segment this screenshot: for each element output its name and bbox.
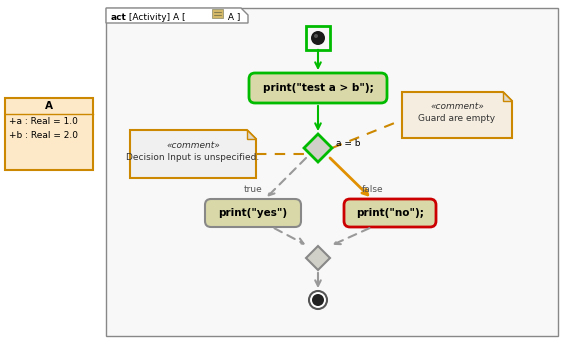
Text: «comment»: «comment»	[430, 102, 484, 111]
Text: print("test a > b");: print("test a > b");	[263, 83, 373, 93]
Text: A ]: A ]	[225, 12, 240, 21]
Bar	[212, 9, 223, 18]
Bar	[106, 8, 558, 336]
FancyBboxPatch shape	[249, 73, 387, 103]
Polygon shape	[130, 130, 256, 178]
Polygon shape	[306, 246, 330, 270]
Polygon shape	[247, 130, 256, 139]
Text: act: act	[111, 12, 127, 21]
Text: «comment»: «comment»	[166, 141, 220, 150]
Text: true: true	[243, 185, 262, 194]
Polygon shape	[106, 8, 248, 23]
Text: A: A	[45, 101, 53, 111]
Text: [Activity] A [: [Activity] A [	[126, 12, 186, 21]
Polygon shape	[402, 92, 512, 138]
Text: print("no");: print("no");	[356, 208, 424, 218]
Text: Decision Input is unspecified.: Decision Input is unspecified.	[126, 153, 260, 162]
Circle shape	[309, 291, 327, 309]
Circle shape	[311, 31, 325, 45]
Bar	[5, 98, 93, 170]
FancyBboxPatch shape	[205, 199, 301, 227]
Circle shape	[312, 294, 324, 306]
Text: false: false	[362, 185, 384, 194]
Polygon shape	[304, 134, 332, 162]
FancyBboxPatch shape	[344, 199, 436, 227]
Polygon shape	[503, 92, 512, 101]
Text: +a : Real = 1.0: +a : Real = 1.0	[9, 118, 78, 127]
Text: Guard are empty: Guard are empty	[419, 114, 496, 123]
Circle shape	[314, 34, 318, 38]
Bar	[306, 26, 330, 50]
Text: print("yes"): print("yes")	[219, 208, 288, 218]
Text: a = b: a = b	[336, 138, 360, 147]
Text: +b : Real = 2.0: +b : Real = 2.0	[9, 131, 78, 140]
